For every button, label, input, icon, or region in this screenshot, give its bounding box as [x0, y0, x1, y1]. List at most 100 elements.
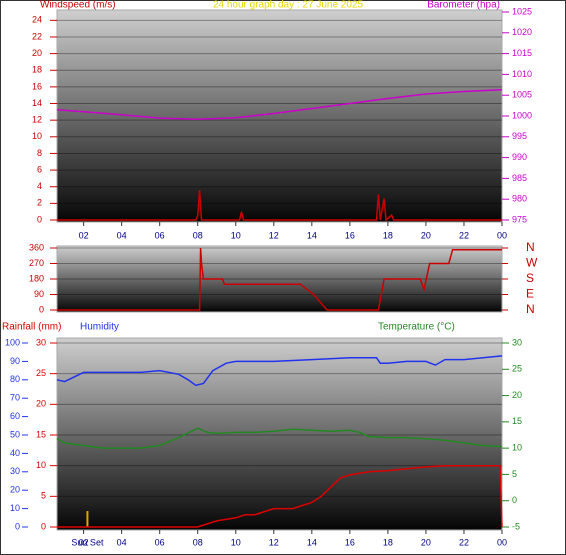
- y3-tick-label: 20: [10, 485, 20, 495]
- y2-tick-label: E: [526, 287, 534, 301]
- y2-tick-label: 15: [512, 416, 522, 426]
- y2-tick-label: N: [526, 240, 535, 254]
- series-line: [56, 427, 503, 449]
- series-label: Temperature (°C): [378, 322, 455, 333]
- y-tick-label: 360: [29, 242, 44, 252]
- y3-tick-label: 60: [10, 411, 20, 421]
- x-tick-label: 00: [497, 537, 507, 547]
- x-tick-label: 02: [79, 230, 89, 240]
- y2-tick-label: 995: [512, 131, 527, 141]
- chart-title: 24 hour graph day : 27 June 2025: [213, 0, 364, 11]
- y2-tick-label: S: [526, 271, 534, 285]
- series-label: Barometer (hpa): [427, 0, 500, 11]
- y-tick-label: 8: [37, 148, 42, 158]
- y-tick-label: 14: [32, 98, 42, 108]
- series-line: [57, 247, 502, 311]
- y3-tick-label: 100: [5, 337, 20, 347]
- y-tick-label: 180: [29, 273, 44, 283]
- y-tick-label: 0: [41, 521, 46, 531]
- y-tick-label: 16: [32, 81, 42, 91]
- y2-tick-label: 1000: [512, 110, 532, 120]
- y2-tick-label: 1015: [512, 48, 532, 58]
- x-tick-label: 12: [269, 537, 279, 547]
- y-tick-label: 0: [39, 304, 44, 314]
- series-label: Rainfall (mm): [2, 322, 61, 333]
- x-tick-label: 20: [421, 230, 431, 240]
- y-tick-label: 10: [32, 131, 42, 141]
- x-tick-label: 10: [231, 230, 241, 240]
- x-tick-label: 00: [497, 230, 507, 240]
- series-label: Humidity: [80, 322, 119, 333]
- x-tick-label: 10: [231, 537, 241, 547]
- y-tick-label: 20: [36, 399, 46, 409]
- x-tick-label: 18: [383, 537, 393, 547]
- y3-tick-label: 30: [10, 466, 20, 476]
- plot-area: [56, 337, 503, 531]
- y3-tick-label: 90: [10, 356, 20, 366]
- y-tick-label: 5: [41, 491, 46, 501]
- series-line: [57, 464, 503, 528]
- x-tick-label: 06: [155, 537, 165, 547]
- y2-tick-label: 20: [512, 390, 522, 400]
- y2-tick-label: W: [526, 256, 538, 270]
- y-tick-label: 25: [36, 368, 46, 378]
- y2-tick-label: 30: [512, 337, 522, 347]
- x-tick-label: 04: [117, 230, 127, 240]
- x-tick-label: 16: [345, 230, 355, 240]
- y-tick-label: 10: [36, 460, 46, 470]
- y-tick-label: 15: [36, 429, 46, 439]
- annotation: Sun Set: [71, 537, 104, 547]
- y3-tick-label: 10: [10, 503, 20, 513]
- plot-area: [56, 245, 503, 313]
- y2-tick-label: 985: [512, 173, 527, 183]
- x-tick-label: 08: [193, 537, 203, 547]
- y2-tick-label: 1025: [512, 6, 532, 16]
- y-tick-label: 6: [37, 164, 42, 174]
- x-tick-label: 02: [79, 537, 89, 547]
- x-tick-label: 14: [307, 537, 317, 547]
- y2-tick-label: 10: [512, 443, 522, 453]
- y-tick-label: 270: [29, 258, 44, 268]
- y2-tick-label: 1010: [512, 69, 532, 79]
- y3-tick-label: 0: [15, 521, 20, 531]
- y2-tick-label: 1005: [512, 90, 532, 100]
- series-label: Windspeed (m/s): [40, 0, 116, 11]
- y3-tick-label: 70: [10, 393, 20, 403]
- y2-tick-label: -5: [512, 521, 520, 531]
- series-line: [56, 355, 503, 387]
- x-tick-label: 20: [421, 537, 431, 547]
- plot-area: [56, 9, 503, 223]
- x-tick-label: 08: [193, 230, 203, 240]
- y3-tick-label: 40: [10, 448, 20, 458]
- y-tick-label: 2: [37, 198, 42, 208]
- y-tick-label: 90: [34, 289, 44, 299]
- y-tick-label: 30: [36, 337, 46, 347]
- x-tick-label: 16: [345, 537, 355, 547]
- y2-tick-label: 975: [512, 214, 527, 224]
- y-tick-label: 4: [37, 181, 42, 191]
- y2-tick-label: 990: [512, 152, 527, 162]
- y2-tick-label: 0: [512, 495, 517, 505]
- y-tick-label: 22: [32, 31, 42, 41]
- x-tick-label: 18: [383, 230, 393, 240]
- y-tick-label: 20: [32, 48, 42, 58]
- y3-tick-label: 50: [10, 429, 20, 439]
- y-tick-label: 18: [32, 65, 42, 75]
- y2-tick-label: 1020: [512, 27, 532, 37]
- y-tick-label: 0: [37, 214, 42, 224]
- y2-tick-label: 5: [512, 469, 517, 479]
- x-tick-label: 14: [307, 230, 317, 240]
- y2-tick-label: N: [526, 302, 535, 316]
- series-line: [56, 89, 503, 121]
- y-tick-label: 24: [32, 15, 42, 25]
- y2-tick-label: 25: [512, 364, 522, 374]
- x-tick-label: 12: [269, 230, 279, 240]
- x-tick-label: 22: [459, 230, 469, 240]
- y-tick-label: 12: [32, 115, 42, 125]
- series-line: [57, 189, 502, 222]
- y3-tick-label: 80: [10, 374, 20, 384]
- x-tick-label: 04: [117, 537, 127, 547]
- x-tick-label: 22: [459, 537, 469, 547]
